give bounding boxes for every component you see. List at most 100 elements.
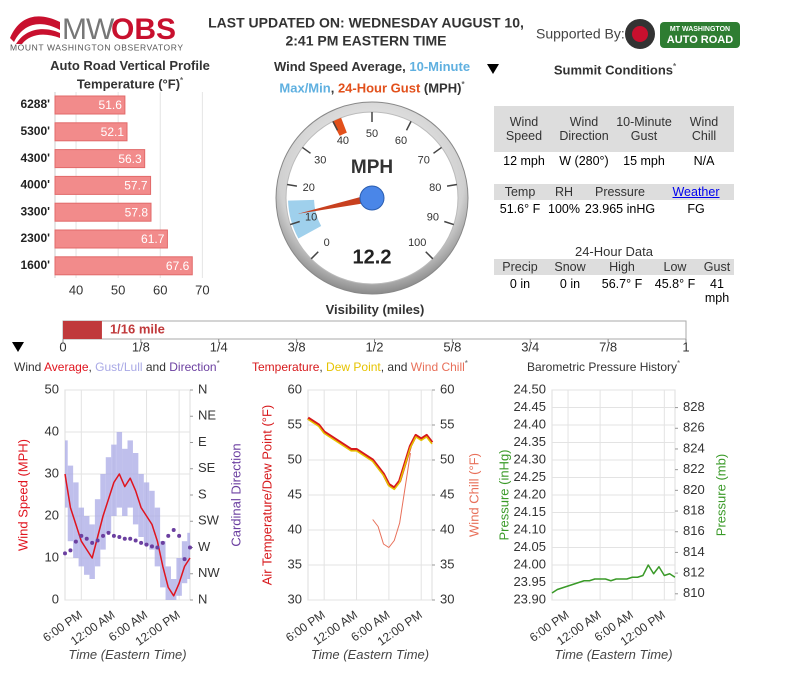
hub — [359, 185, 385, 211]
point — [166, 533, 171, 538]
gust-lull-band — [116, 432, 123, 508]
logo-subtitle: MOUNT WASHINGTON OBSERVATORY — [10, 42, 184, 52]
y2-axis-title: Cardinal Direction — [228, 443, 243, 546]
note: * — [677, 359, 681, 368]
header: High — [594, 259, 650, 275]
title-part: , — [319, 360, 327, 374]
gust-lull-band — [65, 440, 68, 508]
y-tick-label: 24.10 — [513, 521, 546, 536]
tick-mark — [444, 220, 455, 226]
tick-mark — [433, 146, 443, 154]
y-tick-label: 24.15 — [513, 504, 546, 519]
y-tick-label: 24.40 — [513, 416, 546, 431]
gust-lull-band — [181, 541, 188, 584]
data-label: 51.6 — [99, 98, 123, 112]
y-tick-label: 45 — [288, 486, 302, 501]
y2-axis-title: Pressure (mb) — [713, 454, 728, 536]
x-tick-label: 5/8 — [443, 339, 461, 354]
gust-marker — [332, 117, 347, 136]
y2-tick-label: SE — [198, 460, 216, 475]
y-tick-label: 24.25 — [513, 469, 546, 484]
logo-text: MW — [62, 13, 115, 46]
legend-entry: Average — [44, 360, 89, 374]
header: Snow — [546, 259, 594, 275]
title-part: , — [88, 360, 96, 374]
legend-entry: Gust/Lull — [95, 360, 143, 374]
title: Summit Conditions — [553, 62, 674, 78]
x-tick-label: 7/8 — [599, 339, 617, 354]
header: 10-Minute Gust — [614, 106, 674, 152]
gust-lull-band — [176, 558, 182, 596]
gust-lull-band — [105, 457, 112, 533]
x-axis-title: Time (Eastern Time) — [310, 647, 430, 662]
note: * — [464, 359, 468, 368]
y2-tick-label: 810 — [683, 585, 705, 600]
tick-label: 10 — [305, 212, 317, 224]
tick-mark — [301, 146, 311, 154]
logo-swoosh — [16, 29, 60, 44]
y-tick-label: 2300' — [20, 231, 50, 245]
point — [111, 533, 116, 538]
y-tick-label: 50 — [288, 451, 302, 466]
point — [68, 548, 73, 553]
point — [149, 544, 154, 549]
y-tick-label: 23.90 — [513, 591, 546, 606]
tick-label: 60 — [395, 135, 407, 147]
x-tick-label: 3/8 — [288, 339, 306, 354]
chart-title: Barometric Pressure History* — [527, 359, 680, 374]
x-axis-title: Time (Eastern Time) — [554, 647, 673, 662]
y2-tick-label: 814 — [683, 544, 705, 559]
point — [133, 538, 138, 543]
tick-label: 30 — [314, 154, 326, 166]
gust-lull-band — [154, 507, 161, 567]
x-tick-label: 1/8 — [132, 339, 150, 354]
gust-lull-band — [73, 482, 79, 558]
series-line — [64, 473, 191, 597]
data-label: 1/16 mile — [110, 321, 165, 336]
y2-tick-label: 828 — [683, 399, 705, 414]
header: Wind Chill — [674, 106, 734, 152]
y2-tick-label: 826 — [683, 420, 705, 435]
legend-entry: Dew Point — [326, 360, 381, 374]
gust-lull-band — [187, 532, 190, 579]
x-tick-label: 1/2 — [365, 339, 383, 354]
weather-link[interactable]: Weather — [672, 185, 720, 199]
title-part: , and — [380, 360, 411, 374]
x-axis-title: Time (Eastern Time) — [68, 647, 187, 662]
y2-tick-label: 818 — [683, 502, 705, 517]
tick-label: 40 — [337, 135, 349, 147]
cell: N/A — [693, 154, 715, 168]
cell: W (280°) — [559, 154, 609, 168]
bar — [54, 122, 128, 142]
y-tick-label: 4000' — [20, 178, 50, 192]
gust-lull-band — [127, 440, 133, 508]
data-label: 57.7 — [124, 179, 148, 193]
tick-mark — [405, 121, 412, 131]
note: * — [216, 359, 220, 368]
subtitle: Temperature (°F) — [76, 76, 181, 92]
cell: 15 mph — [623, 154, 665, 168]
data-label: 56.3 — [118, 152, 142, 166]
point — [122, 536, 127, 541]
y-tick-label: 4300' — [20, 151, 50, 165]
point — [95, 538, 100, 543]
cell: 45.8° F — [654, 277, 696, 291]
title-part: 10-Minute Max/Min — [279, 59, 471, 96]
tick-label: 100 — [408, 237, 426, 249]
gust-lull-band — [165, 566, 171, 600]
point — [160, 540, 165, 545]
bar — [63, 321, 102, 339]
y2-tick-label: 40 — [440, 521, 454, 536]
sponsor-text: MT WASHINGTON — [670, 26, 730, 33]
point — [182, 557, 187, 562]
point — [84, 536, 89, 541]
header: Temp — [494, 184, 546, 200]
series-line — [551, 564, 676, 594]
profile-title: Auto Road Vertical Profile — [50, 58, 210, 73]
note: * — [673, 62, 677, 71]
y2-tick-label: 816 — [683, 523, 705, 538]
x-tick-label: 0 — [59, 339, 66, 354]
point — [79, 533, 84, 538]
y2-tick-label: 812 — [683, 565, 705, 580]
y-tick-label: 5300' — [20, 124, 50, 138]
